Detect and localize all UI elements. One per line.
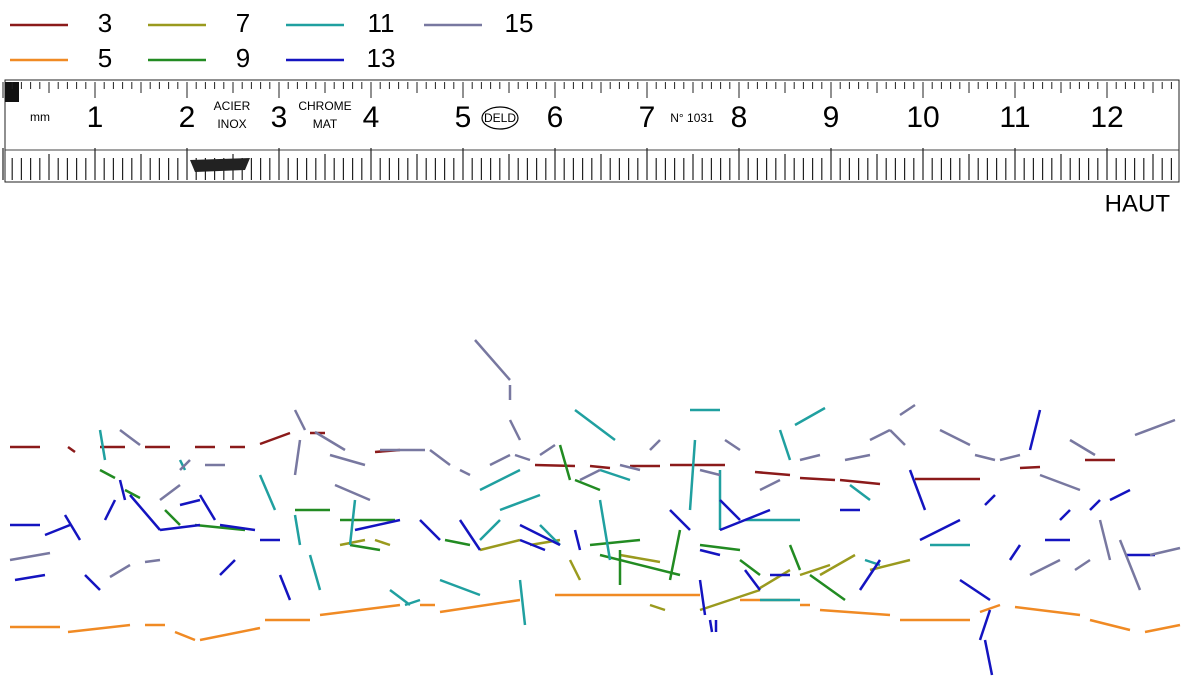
segment-group xyxy=(10,593,1181,642)
segment-group xyxy=(10,431,1115,486)
ruler-inscription: MAT xyxy=(313,117,338,131)
ruler-number: 8 xyxy=(731,101,748,134)
segment-group xyxy=(339,538,911,612)
ruler-inscription: CHROME xyxy=(298,99,351,113)
ruler-number: 1 xyxy=(87,101,104,134)
ruler-inscription: DELD xyxy=(484,111,516,125)
ruler-inscription: N° 1031 xyxy=(670,111,714,125)
ruler-number: 3 xyxy=(271,101,288,134)
legend-label: 11 xyxy=(368,8,395,38)
ruler-number: 4 xyxy=(363,101,380,134)
legend-label: 3 xyxy=(98,8,112,38)
legend-label: 13 xyxy=(367,43,396,73)
ruler-number: 5 xyxy=(455,101,472,134)
ruler-unit: mm xyxy=(30,110,50,124)
ruler-number: 7 xyxy=(639,101,656,134)
orientation-label: HAUT xyxy=(1105,190,1171,217)
segment-group xyxy=(9,339,1181,591)
ruler-inscription: ACIER xyxy=(214,99,251,113)
ruler-stain xyxy=(190,158,250,172)
ruler-number: 12 xyxy=(1090,101,1123,134)
legend-label: 15 xyxy=(505,8,534,38)
segments xyxy=(9,339,1181,676)
ruler-number: 11 xyxy=(999,101,1030,134)
segment-group xyxy=(99,444,846,602)
ruler-logo-oval xyxy=(481,106,519,130)
ruler-stain xyxy=(5,82,19,102)
legend-label: 7 xyxy=(236,8,250,38)
segment-group xyxy=(10,409,1155,676)
legend-label: 5 xyxy=(98,43,112,73)
legend-label: 9 xyxy=(236,43,250,73)
ruler-number: 10 xyxy=(906,101,939,134)
ruler-number: 6 xyxy=(547,101,564,134)
ruler-number: 9 xyxy=(823,101,840,134)
ruler-inscription: INOX xyxy=(217,117,246,131)
legend: 3 5 7 9 11 13 15 xyxy=(10,8,533,73)
ruler-number: 2 xyxy=(179,101,196,134)
segment-group xyxy=(98,406,970,626)
